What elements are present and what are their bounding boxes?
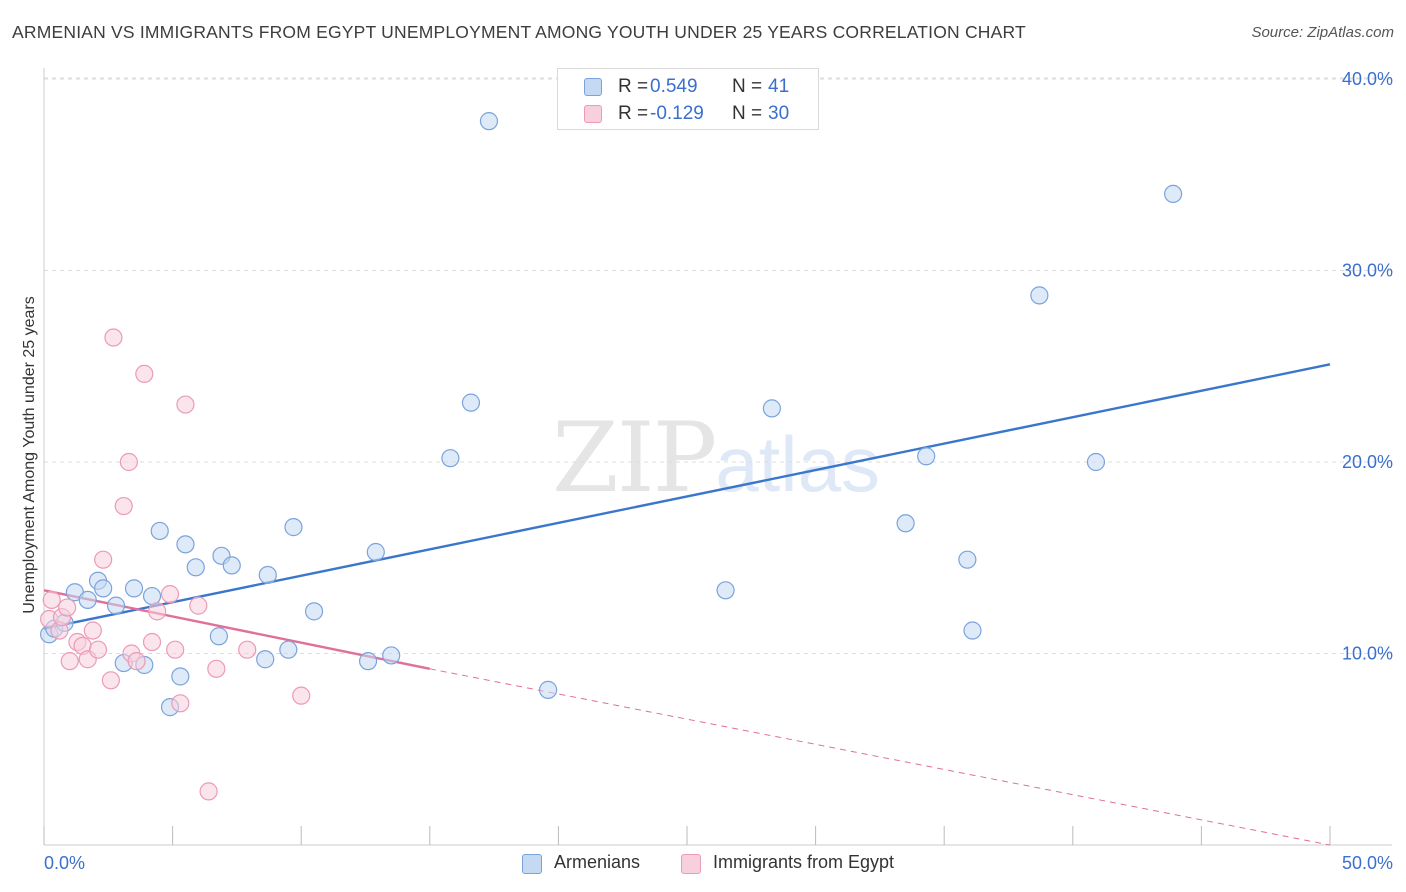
armenian-point [78,590,97,609]
egypt-point [160,585,180,604]
legend-n-label: N = [732,76,763,97]
armenian-point [1030,286,1049,305]
armenian-point [539,680,558,699]
egypt-point [42,590,61,609]
armenian-point [479,112,499,131]
bottom-legend-label-egypt: Immigrants from Egypt [713,852,895,872]
y-axis-title: Unemployment Among Youth under 25 years [21,296,38,614]
armenian-point [94,579,113,598]
egypt-point [135,364,154,384]
armenian-point [963,621,982,640]
armenian-point [222,556,241,575]
chart-title: ARMENIAN VS IMMIGRANTS FROM EGYPT UNEMPL… [12,22,1026,42]
bottom-legend-swatch-egypt [681,854,701,874]
point-layer [40,112,1183,801]
armenian-point [1164,184,1183,203]
egypt-point [166,640,185,659]
egypt-point [238,640,257,659]
egypt-point [104,328,123,347]
bottom-legend-label-armenians: Armenians [554,852,641,872]
armenian-point [1086,452,1106,472]
armenian-point [124,579,144,598]
y-tick-label: 30.0% [1342,261,1393,281]
egypt-point [83,621,102,640]
armenian-point [358,652,378,671]
egypt-point [114,496,133,516]
egypt-point [58,598,77,617]
y-tick-label: 20.0% [1342,452,1393,472]
armenian-point [382,646,401,665]
armenian-point [716,581,735,600]
legend-r-label: R = [618,103,649,124]
egypt-point [119,452,138,472]
tick-label-layer: 10.0% 20.0% 30.0% 40.0% 0.0% 50.0% [44,69,1393,873]
egypt-point [199,782,218,801]
egypt-point [176,395,195,414]
armenian-point [917,447,936,466]
legend-r-value: 0.549 [650,76,698,97]
egypt-point [127,652,146,671]
armenian-point [441,449,460,468]
egypt-point [189,596,208,615]
armenian-point [150,521,169,541]
legend-swatch-egypt [584,105,602,123]
egypt-point [292,686,311,705]
egypt-point [148,602,167,621]
armenian-point [279,640,298,659]
egypt-trend-extension [429,668,1331,846]
egypt-point [207,659,226,678]
egypt-point [171,694,190,713]
egypt-point [101,671,120,690]
source-label: Source: ZipAtlas.com [1251,24,1394,41]
y-tick-label: 10.0% [1342,644,1393,664]
watermark-atlas: atlas [715,420,880,508]
armenian-point [186,558,205,577]
armenian-point [258,565,277,585]
egypt-point [142,632,162,652]
stats-legend: R = 0.549 N = 41 R = -0.129 N = 30 [557,68,819,130]
bottom-legend-swatch-armenians [522,854,542,874]
armenian-point [256,650,275,669]
armenian-point [304,602,324,621]
egypt-point [88,640,108,659]
egypt-point [94,550,113,569]
legend-row-armenians: R = 0.549 N = 41 [558,74,818,100]
armenian-point [762,399,781,418]
axis-layer [43,68,1392,846]
x-tick-label: 0.0% [44,853,85,873]
armenian-point [366,542,385,562]
egypt-point [60,652,79,671]
armenian-point [106,596,126,615]
armenian-point [958,550,977,569]
legend-n-value: 41 [768,76,790,97]
legend-n-label: N = [732,103,763,124]
legend-r-label: R = [618,76,649,97]
armenian-point [142,586,162,606]
armenian-point [284,518,303,537]
legend-r-value: -0.129 [650,103,704,124]
x-tick-label: 50.0% [1342,853,1393,873]
legend-row-egypt: R = -0.129 N = 30 [558,101,818,127]
trend-layer [43,363,1331,846]
armenian-point [896,514,915,533]
armenian-point [461,393,481,412]
legend-n-value: 30 [768,103,790,124]
armenian-trend-line [43,363,1331,630]
legend-swatch-armenians [584,78,602,96]
armenian-point [171,667,190,686]
y-tick-label: 40.0% [1342,69,1393,89]
armenian-point [176,535,195,554]
grid-layer [44,77,1392,654]
armenian-point [209,627,228,646]
